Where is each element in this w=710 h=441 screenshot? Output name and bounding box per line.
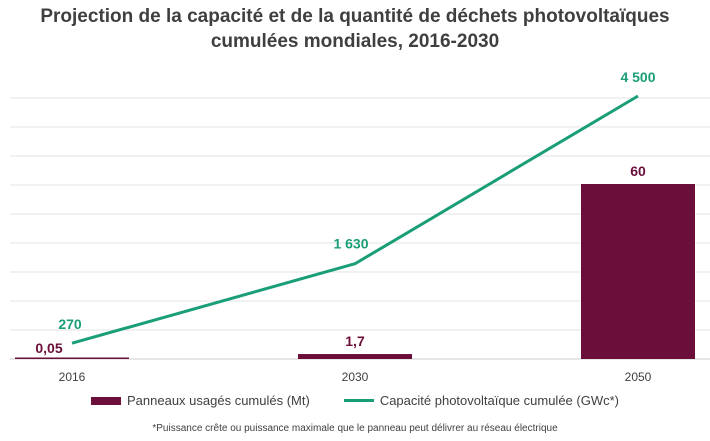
chart-title-line-1: Projection de la capacité et de la quant… <box>40 6 670 27</box>
line-label-2050: 4 500 <box>620 69 655 85</box>
line-label-2016: 270 <box>58 316 82 332</box>
chart-plot: 0,05 1,7 60 270 1 630 4 500 2016 2030 2050 <box>10 69 710 384</box>
bar-label-2050: 60 <box>630 163 646 179</box>
x-tick-2050: 2050 <box>625 370 652 384</box>
legend-line-swatch <box>343 399 374 402</box>
chart-title-line-2: cumulées mondiales, 2016-2030 <box>210 31 500 52</box>
line-capacity <box>71 94 639 345</box>
line-label-2030: 1 630 <box>333 236 368 252</box>
chart-legend: Panneaux usagés cumulés (Mt) Capacité ph… <box>0 393 710 408</box>
legend-label-bars: Panneaux usagés cumulés (Mt) <box>127 393 310 408</box>
chart-title: Projection de la capacité et de la quant… <box>0 4 710 54</box>
legend-item-bars: Panneaux usagés cumulés (Mt) <box>91 393 310 408</box>
legend-item-line: Capacité photovoltaïque cumulée (GWc*) <box>343 393 619 408</box>
bar-2050 <box>581 184 695 359</box>
bar-label-2030: 1,7 <box>345 333 365 349</box>
x-tick-2016: 2016 <box>59 370 86 384</box>
legend-label-line: Capacité photovoltaïque cumulée (GWc*) <box>379 393 619 408</box>
bar-2016 <box>15 357 129 359</box>
x-tick-2030: 2030 <box>342 370 369 384</box>
bar-label-2016: 0,05 <box>35 340 62 356</box>
legend-bar-swatch <box>91 396 121 405</box>
bar-2030 <box>298 354 412 359</box>
footnote: *Puissance crête ou puissance maximale q… <box>152 423 558 434</box>
